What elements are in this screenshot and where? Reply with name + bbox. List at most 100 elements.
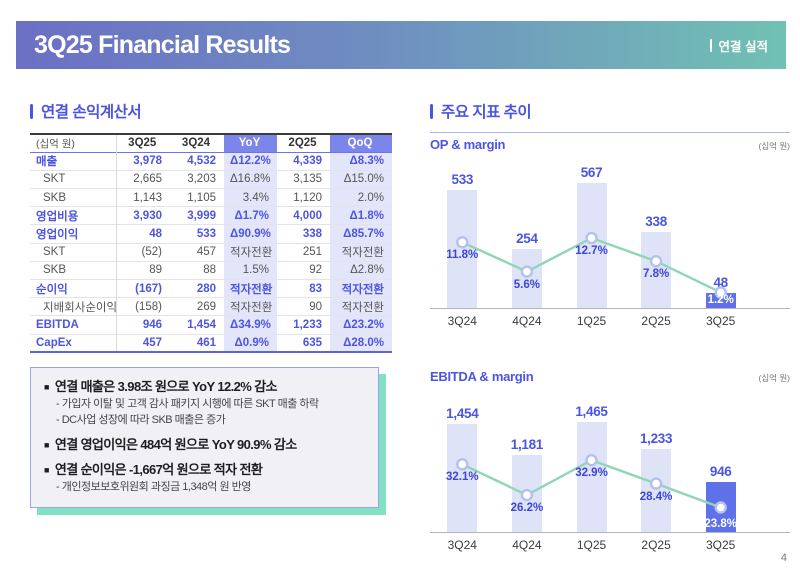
page-number: 4: [780, 552, 787, 564]
bar-value-label: 533: [451, 172, 474, 188]
margin-label: 5.6%: [513, 278, 540, 291]
row-label: EBITDA: [30, 315, 117, 335]
highlight-text: 연결 영업이익은 484억 원으로 YoY 90.9% 감소: [54, 436, 297, 452]
table-cell: 457: [196, 246, 216, 259]
column-header: YoY: [224, 134, 277, 153]
chart-plot-area: 1,454 1,181 1,465 1,233 946 32.1% 26.2% 32.9% 28…: [430, 392, 790, 533]
highlight-sub-text: - DC사업 성장에 따라 SKB 매출은 증가: [56, 413, 226, 426]
table-cell: 4,339: [293, 155, 322, 168]
table-cell: 533: [196, 228, 216, 241]
table-cell: 92: [309, 264, 322, 277]
table-cell: 1,143: [133, 191, 162, 204]
table-cell: 457: [142, 336, 162, 349]
row-label: 영업비용: [30, 206, 117, 225]
row-label: SKT: [30, 170, 117, 189]
income-table-body: 매출 3,978 4,532 Δ12.2% 4,339 Δ8.3% SKT 2,665 3,20…: [30, 152, 392, 353]
table-row: 순이익 (167) 280 적자전환 83 적자전환: [30, 279, 392, 298]
tag-pipe-icon: [709, 38, 712, 52]
bar-value-label: 48: [713, 275, 728, 290]
metrics-section-header: 주요 지표 추이: [430, 100, 790, 133]
margin-label: 7.8%: [642, 268, 670, 281]
table-row: 지배회사순이익 (158) 269 적자전환 90 적자전환: [30, 297, 392, 316]
income-statement-title-label: 연결 손익계산서: [41, 104, 142, 121]
margin-label: 23.8%: [704, 518, 737, 530]
table-cell: (158): [135, 300, 162, 313]
category-label-3Q24: 3Q24: [447, 538, 477, 552]
income-table-head: (십억 원) 3Q25 3Q24 YoY 2Q25 QoQ: [30, 134, 392, 153]
table-cell: 적자전환: [330, 297, 392, 316]
category-label-1Q25: 1Q25: [576, 314, 607, 328]
table-row: CapEx 457 461 Δ0.9% 635 Δ28.0%: [30, 334, 392, 353]
column-header: 2Q25: [288, 137, 317, 150]
chart-head: EBITDA & margin (십억 원): [430, 369, 790, 387]
table-cell: Δ85.7%: [330, 224, 392, 244]
table-cell: 3,135: [293, 173, 322, 186]
row-label: SKB: [30, 188, 117, 207]
metrics-title-rule: [430, 132, 790, 133]
row-label: SKB: [30, 261, 117, 280]
margin-label: 26.2%: [510, 502, 544, 515]
table-cell: 적자전환: [330, 279, 392, 298]
table-cell: Δ0.9%: [224, 334, 277, 353]
table-cell: 1,105: [187, 191, 216, 204]
highlight-main-text: ■ 연결 매출은 3.98조 원으로 YoY 12.2% 감소: [44, 379, 365, 396]
header-tag-label: 연결 실적: [718, 39, 768, 54]
margin-label: 11.8%: [446, 249, 479, 262]
margin-label: 32.9%: [575, 467, 608, 480]
highlight-item: ■ 연결 순이익은 -1,667억 원으로 적자 전환 - 개인정보보호위원회 과징…: [44, 462, 365, 495]
table-cell: 461: [196, 336, 216, 349]
chart-title: OP & margin: [430, 137, 506, 152]
table-row: EBITDA 946 1,454 Δ34.9% 1,233 Δ23.2%: [30, 315, 392, 335]
table-cell: Δ34.9%: [224, 315, 277, 335]
table-row: 매출 3,978 4,532 Δ12.2% 4,339 Δ8.3%: [30, 152, 392, 171]
table-row: SKT 2,665 3,203 Δ16.8% 3,135 Δ15.0%: [30, 170, 392, 189]
table-cell: 2,665: [133, 173, 162, 186]
bar-4Q24: [511, 454, 542, 532]
bar-value-label: 1,181: [510, 436, 544, 452]
income-statement-table: (십억 원) 3Q25 3Q24 YoY 2Q25 QoQ 매출 3,978 4,532 Δ12…: [30, 133, 392, 354]
ebitda-margin-chart: EBITDA & margin (십억 원) 1,454 1,181 1,465 1,…: [430, 369, 790, 552]
bar-value-label: 567: [580, 165, 603, 181]
table-cell: 89: [149, 264, 162, 277]
highlight-main-text: ■ 연결 순이익은 -1,667억 원으로 적자 전환: [44, 462, 365, 479]
title-pipe-icon: [430, 103, 433, 119]
table-cell: 4,000: [293, 209, 322, 222]
table-cell: 4,532: [187, 155, 216, 168]
category-label-1Q25: 1Q25: [576, 538, 607, 552]
table-cell: 3,930: [133, 209, 162, 222]
highlight-main-text: ■ 연결 영업이익은 484억 원으로 YoY 90.9% 감소: [44, 437, 365, 454]
table-cell: 1,454: [187, 318, 216, 331]
table-cell: 3,999: [187, 209, 216, 222]
page-title: 3Q25 Financial Results: [34, 30, 291, 59]
header-tag: 연결 실적: [709, 36, 768, 55]
bullet-square-icon: ■: [44, 465, 49, 476]
row-label: CapEx: [30, 334, 117, 353]
category-label-2Q25: 2Q25: [641, 314, 671, 328]
table-cell: (52): [141, 246, 162, 259]
chart-plot-area: 533 254 567 338 48 11.8% 5.6% 12.7% 7.8% 1.2%: [430, 165, 790, 309]
table-cell: 635: [302, 336, 322, 349]
chart-unit-label: (십억 원): [758, 373, 790, 383]
table-cell: 3,203: [187, 173, 216, 186]
table-cell: 1.5%: [224, 261, 277, 280]
table-row: SKB 1,143 1,105 3.4% 1,120 2.0%: [30, 188, 392, 207]
chart-unit-label: (십억 원): [758, 141, 790, 151]
table-cell: 적자전환: [330, 243, 392, 262]
column-header: (십억 원): [30, 134, 117, 153]
table-cell: 83: [309, 282, 322, 295]
category-label-3Q25: 3Q25: [706, 538, 736, 552]
table-cell: 280: [196, 282, 216, 295]
chart-title: EBITDA & margin: [430, 369, 534, 384]
table-cell: Δ23.2%: [330, 315, 392, 335]
row-label: 매출: [30, 152, 117, 171]
table-cell: (167): [135, 282, 162, 295]
column-header: 3Q24: [181, 137, 211, 150]
table-cell: 1,233: [293, 318, 322, 331]
highlight-text: 연결 순이익은 -1,667억 원으로 적자 전환: [54, 462, 263, 478]
bar-3Q25: [705, 293, 736, 308]
margin-label: 32.1%: [445, 471, 479, 484]
margin-label: 12.7%: [575, 245, 608, 258]
chart-category-axis: 3Q24 4Q24 1Q25 2Q25 3Q25: [430, 533, 790, 552]
metrics-title-label: 주요 지표 추이: [441, 104, 532, 121]
category-label-3Q24: 3Q24: [447, 314, 477, 328]
